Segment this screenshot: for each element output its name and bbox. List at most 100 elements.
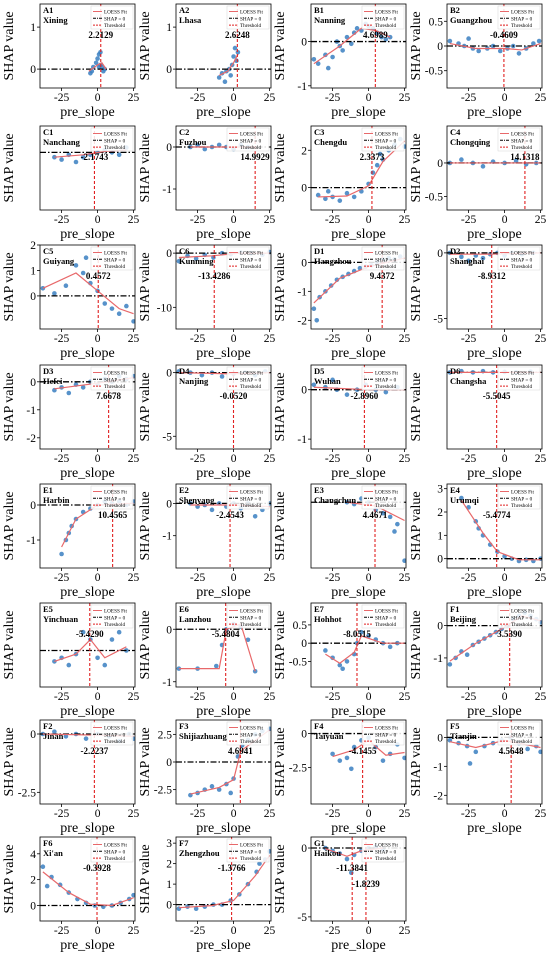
scatter-point xyxy=(124,303,129,309)
y-axis-label: SHAP value xyxy=(273,372,288,441)
panel-id: D2 xyxy=(450,246,460,256)
y-tick-label: 0 xyxy=(301,37,307,49)
scatter-point xyxy=(102,301,108,306)
x-tick-label: -25 xyxy=(461,214,477,226)
x-axis-label: pre_slope xyxy=(331,227,385,242)
y-tick-label: 3 xyxy=(437,484,443,496)
x-tick-label: 25 xyxy=(399,808,411,820)
scatter-point xyxy=(380,510,386,516)
threshold-value-label: -0.4609 xyxy=(490,30,518,40)
scatter-point xyxy=(359,629,364,635)
axes-frame xyxy=(446,364,543,450)
threshold-value-label: -4.1455 xyxy=(349,746,377,756)
scatter-point xyxy=(330,377,335,383)
loess-fit-line xyxy=(449,42,541,51)
panel-id: E5 xyxy=(43,604,53,614)
legend-label: LOESS Fit xyxy=(240,251,263,257)
y-tick-label: -1 xyxy=(433,761,443,773)
y-tick-label: 1 xyxy=(437,530,443,542)
y-tick-label: 4 xyxy=(30,849,36,861)
loess-fit-line xyxy=(218,54,239,76)
y-axis-label: SHAP value xyxy=(273,491,288,560)
y-tick-label: -0.5 xyxy=(425,66,443,78)
y-tick-label: 1 xyxy=(166,22,172,34)
x-tick-label: -25 xyxy=(461,333,477,345)
panel-id: D3 xyxy=(43,366,53,376)
panel-id: D6 xyxy=(450,366,460,376)
legend-label: Threshold xyxy=(511,739,532,745)
loess-fit-line xyxy=(313,27,391,65)
legend-label: Threshold xyxy=(375,856,396,862)
legend-label: LOESS Fit xyxy=(375,10,398,16)
x-axis-label: pre_slope xyxy=(60,585,114,600)
scatter-point xyxy=(219,374,225,379)
scatter-point xyxy=(315,192,321,198)
legend-label: LOESS Fit xyxy=(240,726,263,732)
x-tick-label: 0 xyxy=(366,333,372,345)
y-axis-label: SHAP value xyxy=(273,11,288,80)
city-name: Harbin xyxy=(43,495,70,505)
y-tick-label: 0.5 xyxy=(429,16,444,28)
plot-area xyxy=(447,484,542,568)
legend-label: SHAP = 0 xyxy=(240,16,262,22)
loess-fit-line xyxy=(178,855,271,909)
x-tick-label: 0 xyxy=(95,691,101,703)
threshold-value-label: -5.4290 xyxy=(76,629,104,639)
legend-label: LOESS Fit xyxy=(375,132,398,138)
scatter-point xyxy=(354,26,360,31)
legend-label: Threshold xyxy=(511,145,532,151)
scatter-point xyxy=(387,644,393,650)
legend-label: SHAP = 0 xyxy=(104,138,126,144)
panel-id: E1 xyxy=(43,485,53,495)
y-tick-label: 2 xyxy=(30,240,36,252)
y-axis-label: SHAP value xyxy=(138,252,153,321)
scatter-point xyxy=(366,633,371,639)
x-tick-label: 0 xyxy=(231,92,237,104)
scatter-point xyxy=(531,41,536,46)
legend-label: Threshold xyxy=(240,739,261,745)
scatter-point xyxy=(513,158,519,164)
y-tick-label: 2.5 xyxy=(158,729,173,741)
legend-label: Threshold xyxy=(104,145,125,151)
y-tick-label: 0 xyxy=(30,729,36,741)
legend-label: LOESS Fit xyxy=(511,10,534,16)
scatter-point xyxy=(216,142,222,148)
scatter-point xyxy=(377,151,383,157)
x-axis-label: pre_slope xyxy=(331,938,385,953)
scatter-point xyxy=(402,755,406,761)
legend-label: SHAP = 0 xyxy=(104,615,126,621)
scatter-point xyxy=(459,157,464,162)
y-tick-label: 0.5 xyxy=(293,620,308,632)
scatter-point xyxy=(311,56,317,62)
city-name: Shijiazhuang xyxy=(179,731,227,741)
scatter-point xyxy=(222,79,228,84)
scatter-point xyxy=(131,892,135,898)
y-tick-label: -2 xyxy=(433,790,443,802)
legend-label: SHAP = 0 xyxy=(511,615,533,621)
y-axis-label: SHAP value xyxy=(273,844,288,913)
x-tick-label: -25 xyxy=(461,572,477,584)
axes-frame xyxy=(39,3,136,89)
axes-frame xyxy=(310,602,407,688)
scatter-point xyxy=(109,306,115,311)
axes-frame xyxy=(175,364,272,450)
panel-id: E4 xyxy=(450,485,461,495)
legend-label: SHAP = 0 xyxy=(240,138,262,144)
scatter-point xyxy=(392,529,397,534)
axes-frame xyxy=(175,602,272,688)
y-axis-label: SHAP value xyxy=(409,372,424,441)
x-tick-label: 0 xyxy=(231,333,237,345)
x-axis-label: pre_slope xyxy=(331,821,385,836)
scatter-point xyxy=(96,64,102,70)
axes-frame xyxy=(446,602,543,688)
